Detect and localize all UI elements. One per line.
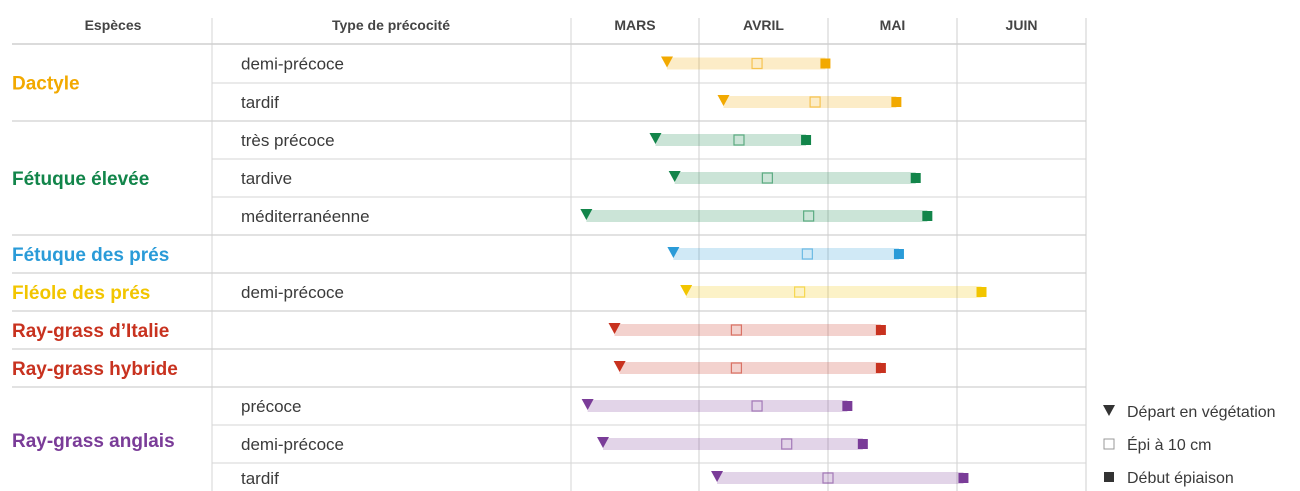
header-row: Espèces Type de précocité xyxy=(85,17,451,33)
ear-10cm-marker xyxy=(781,438,793,450)
vegetation-start-marker xyxy=(580,209,593,220)
vegetation-start-marker xyxy=(661,56,673,68)
ear-10cm-marker xyxy=(730,324,743,336)
heading-start-marker xyxy=(893,249,904,259)
vegetation-start-marker xyxy=(711,471,724,482)
legend-label: Départ en végétation xyxy=(1127,404,1276,421)
growth-period-bar xyxy=(614,324,881,336)
growth-period-bar xyxy=(587,400,848,412)
vegetation-start-marker xyxy=(649,133,662,144)
precocity-type-label: méditerranéenne xyxy=(241,207,370,226)
species-label: Fétuque élevée xyxy=(12,169,149,190)
growth-period-bar xyxy=(674,172,916,184)
heading-start-marker xyxy=(875,363,886,373)
precocity-type-label: tardif xyxy=(241,469,279,488)
legend-label: Début épiaison xyxy=(1127,470,1234,487)
vegetation-start-marker xyxy=(667,247,680,258)
heading-start-marker xyxy=(842,401,853,411)
month-label: MARS xyxy=(614,17,655,33)
growth-period-bar xyxy=(717,472,964,484)
ear-10cm-marker xyxy=(809,96,821,108)
precocity-type-label: tardive xyxy=(241,169,292,188)
vegetation-start-marker xyxy=(613,361,626,372)
precocity-type-label: précoce xyxy=(241,397,301,416)
legend: Départ en végétation Épi à 10 cm Début épi… xyxy=(1103,404,1276,487)
species-column-header: Espèces xyxy=(85,17,142,33)
heading-start-marker xyxy=(976,287,987,297)
precocity-type-label: demi-précoce xyxy=(241,55,344,74)
type-column-header: Type de précocité xyxy=(332,17,450,33)
species-label: Fétuque des prés xyxy=(12,245,169,266)
legend-label: Épi à 10 cm xyxy=(1127,435,1211,454)
heading-start-marker xyxy=(801,135,812,145)
ear-10cm-marker xyxy=(801,248,813,260)
heading-start-marker xyxy=(891,97,902,107)
vegetation-start-marker xyxy=(680,285,693,296)
growth-period-bar xyxy=(686,286,982,298)
heading-start-marker xyxy=(910,173,921,183)
growth-period-bar xyxy=(667,57,826,70)
ear-10cm-marker xyxy=(822,472,834,484)
ear-10cm-marker xyxy=(730,362,743,374)
growth-period-bar xyxy=(619,362,881,374)
precocity-type-label: demi-précoce xyxy=(241,283,344,302)
vegetation-start-marker xyxy=(581,399,594,410)
vegetation-start-marker xyxy=(668,171,681,182)
ear-10cm-marker xyxy=(761,172,773,184)
precocity-type-label: demi-précoce xyxy=(241,435,344,454)
ear-10cm-marker xyxy=(733,134,745,146)
heading-start-marker xyxy=(875,325,886,335)
heading-start-marker xyxy=(820,58,831,69)
ear-10cm-marker xyxy=(751,57,763,70)
growth-period-bar xyxy=(673,248,899,260)
heading-start-marker xyxy=(857,439,868,449)
legend-open-square-icon xyxy=(1103,438,1115,450)
vegetation-start-marker xyxy=(597,437,609,448)
heading-start-marker xyxy=(958,473,969,483)
precocity-type-label: très précoce xyxy=(241,131,335,150)
species-label: Ray-grass anglais xyxy=(12,431,175,452)
ear-10cm-marker xyxy=(794,286,806,298)
grid xyxy=(12,18,1087,491)
legend-filled-square-icon xyxy=(1104,472,1114,482)
month-label: JUIN xyxy=(1006,17,1038,33)
growth-period-bar xyxy=(603,438,863,450)
heading-start-marker xyxy=(922,211,933,221)
precocity-type-label: tardif xyxy=(241,93,279,112)
ear-10cm-marker xyxy=(803,210,815,222)
growth-period-bar xyxy=(586,210,928,222)
chart-rows: demi-précoce tardif Dactyle très précoce tar… xyxy=(12,55,987,488)
month-label: MAI xyxy=(880,17,906,33)
month-axis: MARS AVRIL MAI JUIN xyxy=(614,17,1037,33)
vegetation-start-marker xyxy=(717,95,730,106)
growth-period-bar xyxy=(655,134,807,146)
legend-triangle-icon xyxy=(1103,405,1115,416)
vegetation-start-marker xyxy=(608,323,621,334)
species-label: Ray-grass d’Italie xyxy=(12,321,169,342)
species-label: Fléole des prés xyxy=(12,283,150,304)
species-label: Dactyle xyxy=(12,74,80,95)
species-label: Ray-grass hybride xyxy=(12,359,178,380)
ear-10cm-marker xyxy=(751,400,763,412)
month-label: AVRIL xyxy=(743,17,784,33)
